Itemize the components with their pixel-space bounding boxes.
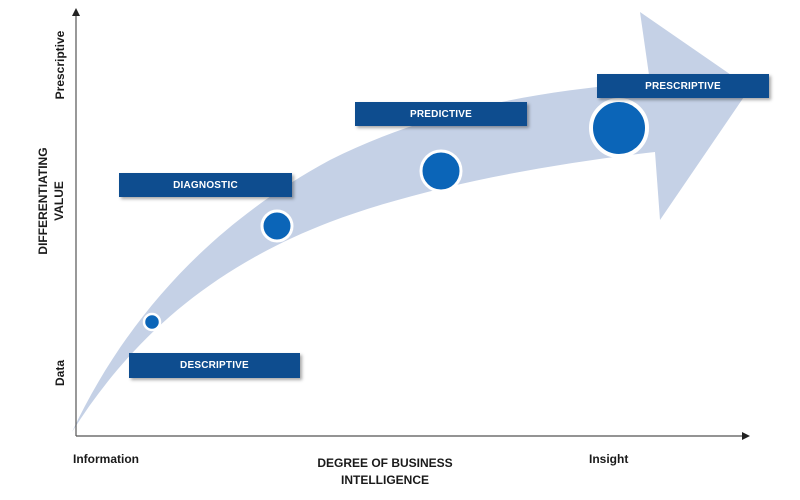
stage-box-prescriptive: PRESCRIPTIVE xyxy=(597,74,769,98)
y-tick-low: Data xyxy=(53,360,67,387)
x-axis-title: DEGREE OF BUSINESS INTELLIGENCE xyxy=(300,455,470,489)
y-axis-title-line1: DIFFERENTIATING xyxy=(36,147,50,255)
stage-dot-diagnostic xyxy=(260,209,294,243)
x-tick-low: Information xyxy=(73,452,139,466)
stage-dot-prescriptive xyxy=(589,98,649,158)
y-tick-high: Prescriptive xyxy=(53,30,67,100)
x-axis-title-line1: DEGREE OF BUSINESS xyxy=(317,456,453,470)
stage-box-predictive: PREDICTIVE xyxy=(355,102,527,126)
x-axis-arrowhead-icon xyxy=(742,432,750,440)
stage-box-diagnostic: DIAGNOSTIC xyxy=(119,173,292,197)
stage-dot-descriptive xyxy=(142,312,162,332)
stage-dot-predictive xyxy=(419,149,463,193)
stage-box-descriptive: DESCRIPTIVE xyxy=(129,353,300,378)
growth-arrow xyxy=(72,12,750,432)
x-axis-title-line2: INTELLIGENCE xyxy=(340,473,429,487)
y-axis-title-line2: VALUE xyxy=(52,181,66,221)
y-axis-arrowhead-icon xyxy=(72,8,80,16)
x-tick-high: Insight xyxy=(589,452,629,466)
y-axis-title: DIFFERENTIATING VALUE xyxy=(35,136,67,266)
